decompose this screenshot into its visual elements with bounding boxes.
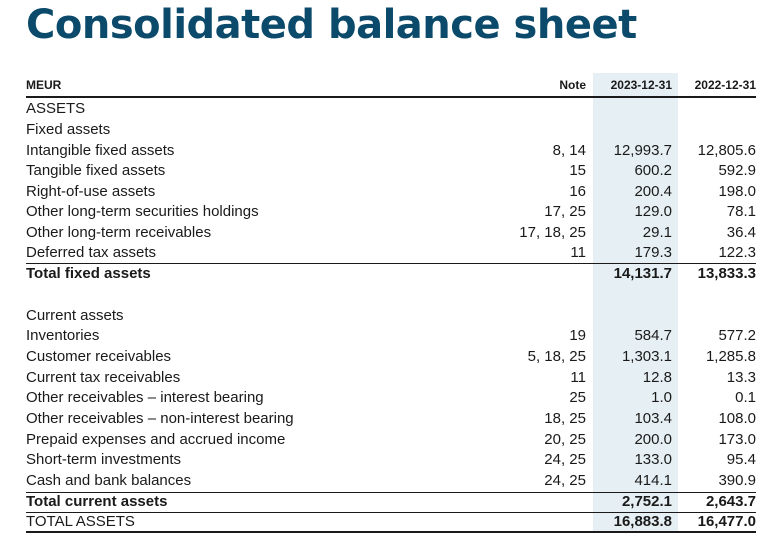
row-note: 19 — [569, 327, 586, 344]
table-row: Customer receivables 5, 18, 25 1,303.1 1… — [26, 347, 756, 367]
row-note: 20, 25 — [544, 431, 586, 448]
row-label: Tangible fixed assets — [26, 162, 166, 179]
row-label: Deferred tax assets — [26, 244, 157, 261]
row-note: 17, 25 — [544, 203, 586, 220]
row-value-2023: 1.0 — [651, 389, 672, 406]
table-row: Tangible fixed assets 15 600.2 592.9 — [26, 161, 756, 181]
table-bottom-rule — [26, 531, 756, 533]
fixed-assets-total-divider — [26, 263, 756, 264]
row-label: ASSETS — [26, 100, 86, 117]
row-note: 25 — [569, 389, 586, 406]
row-label: Total current assets — [26, 493, 168, 510]
row-label: TOTAL ASSETS — [26, 513, 135, 530]
row-fixed-assets-heading: Fixed assets — [26, 120, 756, 140]
row-label: Cash and bank balances — [26, 472, 192, 489]
row-value-2023: 179.3 — [634, 244, 672, 261]
row-value-2022: 16,477.0 — [697, 513, 756, 530]
row-note: 15 — [569, 162, 586, 179]
header-divider — [26, 96, 756, 98]
row-total-current-assets: Total current assets 2,752.1 2,643.7 — [26, 492, 756, 512]
row-value-2023: 103.4 — [634, 410, 672, 427]
row-label: Current tax receivables — [26, 369, 181, 386]
header-currency-label: MEUR — [26, 78, 62, 92]
table-row: Right-of-use assets 16 200.4 198.0 — [26, 182, 756, 202]
row-note: 8, 14 — [552, 142, 586, 159]
row-label: Inventories — [26, 327, 100, 344]
row-note: 5, 18, 25 — [527, 348, 586, 365]
row-value-2023: 14,131.7 — [613, 265, 672, 282]
row-total-assets: TOTAL ASSETS 16,883.8 16,477.0 — [26, 512, 756, 532]
row-label: Fixed assets — [26, 121, 111, 138]
row-label: Customer receivables — [26, 348, 172, 365]
row-value-2022: 78.1 — [726, 203, 756, 220]
row-value-2022: 95.4 — [726, 451, 756, 468]
row-current-assets-heading: Current assets — [26, 306, 756, 326]
row-label: Other receivables – interest bearing — [26, 389, 264, 406]
page-title: Consolidated balance sheet — [26, 2, 637, 48]
row-value-2022: 1,285.8 — [705, 348, 756, 365]
row-value-2023: 12,993.7 — [613, 142, 672, 159]
table-row: Inventories 19 584.7 577.2 — [26, 326, 756, 346]
row-value-2022: 36.4 — [726, 224, 756, 241]
row-value-2022: 390.9 — [718, 472, 756, 489]
table-row: Other receivables – non-interest bearing… — [26, 409, 756, 429]
row-label: Other receivables – non-interest bearing — [26, 410, 294, 427]
table-row: Other long-term receivables 17, 18, 25 2… — [26, 223, 756, 243]
row-value-2022: 13,833.3 — [697, 265, 756, 282]
row-note: 16 — [569, 183, 586, 200]
row-value-2023: 133.0 — [634, 451, 672, 468]
table-row: Cash and bank balances 24, 25 414.1 390.… — [26, 471, 756, 491]
row-note: 11 — [570, 369, 586, 386]
row-label: Intangible fixed assets — [26, 142, 175, 159]
row-value-2023: 2,752.1 — [621, 493, 672, 510]
row-note: 17, 18, 25 — [519, 224, 586, 241]
row-label: Right-of-use assets — [26, 183, 156, 200]
row-value-2022: 108.0 — [718, 410, 756, 427]
current-year-column-highlight — [593, 73, 678, 533]
row-value-2023: 584.7 — [634, 327, 672, 344]
row-value-2022: 122.3 — [718, 244, 756, 261]
row-value-2022: 0.1 — [735, 389, 756, 406]
header-note: Note — [559, 78, 586, 92]
row-value-2023: 129.0 — [634, 203, 672, 220]
row-value-2022: 592.9 — [718, 162, 756, 179]
row-value-2022: 2,643.7 — [705, 493, 756, 510]
table-row: Other long-term securities holdings 17, … — [26, 202, 756, 222]
row-value-2022: 173.0 — [718, 431, 756, 448]
table-row: Intangible fixed assets 8, 14 12,993.7 1… — [26, 141, 756, 161]
row-total-fixed-assets: Total fixed assets 14,131.7 13,833.3 — [26, 264, 756, 284]
table-row: Deferred tax assets 11 179.3 122.3 — [26, 243, 756, 263]
row-value-2023: 414.1 — [634, 472, 672, 489]
row-value-2022: 12,805.6 — [697, 142, 756, 159]
row-label: Total fixed assets — [26, 265, 151, 282]
row-assets-heading: ASSETS — [26, 99, 756, 119]
total-assets-divider — [26, 512, 756, 513]
row-note: 11 — [570, 244, 586, 261]
table-row: Other receivables – interest bearing 25 … — [26, 388, 756, 408]
row-value-2022: 577.2 — [718, 327, 756, 344]
row-value-2022: 13.3 — [726, 369, 756, 386]
row-label: Other long-term securities holdings — [26, 203, 259, 220]
row-note: 24, 25 — [544, 472, 586, 489]
row-label: Other long-term receivables — [26, 224, 212, 241]
row-value-2023: 16,883.8 — [613, 513, 672, 530]
header-2022: 2022-12-31 — [694, 78, 756, 92]
row-value-2022: 198.0 — [718, 183, 756, 200]
header-2023: 2023-12-31 — [610, 78, 672, 92]
current-assets-total-divider — [26, 492, 756, 493]
row-label: Short-term investments — [26, 451, 182, 468]
row-note: 24, 25 — [544, 451, 586, 468]
row-value-2023: 1,303.1 — [621, 348, 672, 365]
row-value-2023: 29.1 — [642, 224, 672, 241]
row-note: 18, 25 — [544, 410, 586, 427]
row-value-2023: 12.8 — [642, 369, 672, 386]
table-row: Current tax receivables 11 12.8 13.3 — [26, 368, 756, 388]
row-value-2023: 200.4 — [634, 183, 672, 200]
row-label: Prepaid expenses and accrued income — [26, 431, 286, 448]
row-value-2023: 600.2 — [634, 162, 672, 179]
row-label: Current assets — [26, 307, 124, 324]
table-row: Short-term investments 24, 25 133.0 95.4 — [26, 450, 756, 470]
row-value-2023: 200.0 — [634, 431, 672, 448]
table-row: Prepaid expenses and accrued income 20, … — [26, 430, 756, 450]
